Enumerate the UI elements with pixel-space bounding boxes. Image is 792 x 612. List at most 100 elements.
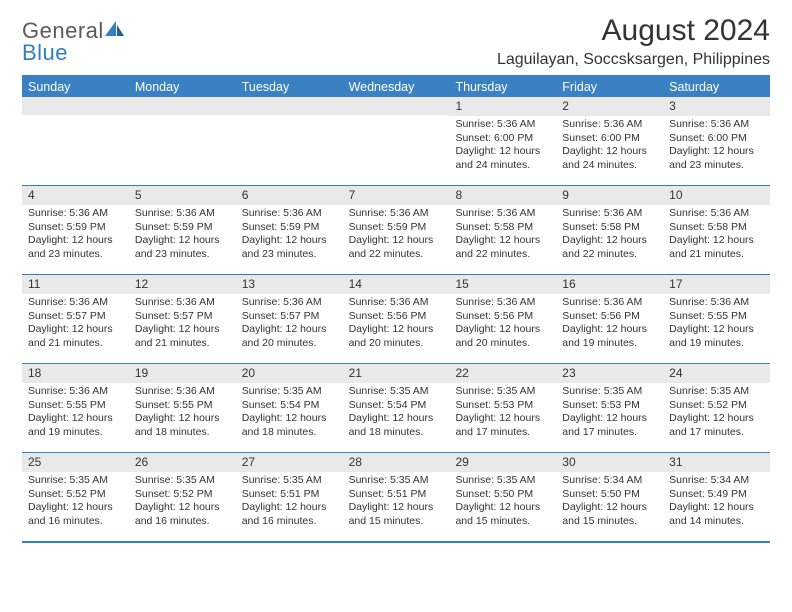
day-details: Sunrise: 5:35 AMSunset: 5:50 PMDaylight:…: [449, 472, 556, 532]
day-cell: 17Sunrise: 5:36 AMSunset: 5:55 PMDayligh…: [663, 275, 770, 363]
sunrise-text: Sunrise: 5:36 AM: [242, 296, 337, 309]
day-details: Sunrise: 5:35 AMSunset: 5:53 PMDaylight:…: [449, 383, 556, 443]
day-details: Sunrise: 5:35 AMSunset: 5:51 PMDaylight:…: [236, 472, 343, 532]
daylight-text: Daylight: 12 hours and 18 minutes.: [349, 412, 444, 439]
daylight-text: Daylight: 12 hours and 20 minutes.: [242, 323, 337, 350]
sunset-text: Sunset: 5:52 PM: [135, 488, 230, 501]
sunrise-text: Sunrise: 5:35 AM: [242, 474, 337, 487]
day-number: 28: [343, 453, 450, 472]
day-cell: 2Sunrise: 5:36 AMSunset: 6:00 PMDaylight…: [556, 97, 663, 185]
sunrise-text: Sunrise: 5:35 AM: [455, 385, 550, 398]
daylight-text: Daylight: 12 hours and 24 minutes.: [562, 145, 657, 172]
sunset-text: Sunset: 5:50 PM: [562, 488, 657, 501]
day-details: Sunrise: 5:36 AMSunset: 5:55 PMDaylight:…: [22, 383, 129, 443]
day-cell: 19Sunrise: 5:36 AMSunset: 5:55 PMDayligh…: [129, 364, 236, 452]
day-number: 17: [663, 275, 770, 294]
day-cell: 31Sunrise: 5:34 AMSunset: 5:49 PMDayligh…: [663, 453, 770, 541]
day-cell: [129, 97, 236, 185]
sunrise-text: Sunrise: 5:35 AM: [28, 474, 123, 487]
daylight-text: Daylight: 12 hours and 17 minutes.: [562, 412, 657, 439]
day-cell: 8Sunrise: 5:36 AMSunset: 5:58 PMDaylight…: [449, 186, 556, 274]
day-number: 3: [663, 97, 770, 116]
sunrise-text: Sunrise: 5:34 AM: [562, 474, 657, 487]
day-cell: 4Sunrise: 5:36 AMSunset: 5:59 PMDaylight…: [22, 186, 129, 274]
day-details: Sunrise: 5:36 AMSunset: 5:56 PMDaylight:…: [343, 294, 450, 354]
day-cell: [22, 97, 129, 185]
day-cell: [236, 97, 343, 185]
day-number: 25: [22, 453, 129, 472]
daylight-text: Daylight: 12 hours and 19 minutes.: [669, 323, 764, 350]
sunrise-text: Sunrise: 5:36 AM: [135, 385, 230, 398]
day-number: 8: [449, 186, 556, 205]
week-row: 11Sunrise: 5:36 AMSunset: 5:57 PMDayligh…: [22, 275, 770, 364]
daylight-text: Daylight: 12 hours and 20 minutes.: [349, 323, 444, 350]
day-number: 7: [343, 186, 450, 205]
day-details: Sunrise: 5:35 AMSunset: 5:54 PMDaylight:…: [236, 383, 343, 443]
weekday-header-row: Sunday Monday Tuesday Wednesday Thursday…: [22, 77, 770, 97]
day-details: Sunrise: 5:36 AMSunset: 5:57 PMDaylight:…: [22, 294, 129, 354]
sunset-text: Sunset: 6:00 PM: [455, 132, 550, 145]
week-row: 18Sunrise: 5:36 AMSunset: 5:55 PMDayligh…: [22, 364, 770, 453]
day-cell: [343, 97, 450, 185]
day-cell: 10Sunrise: 5:36 AMSunset: 5:58 PMDayligh…: [663, 186, 770, 274]
sunset-text: Sunset: 5:53 PM: [562, 399, 657, 412]
day-details: Sunrise: 5:34 AMSunset: 5:50 PMDaylight:…: [556, 472, 663, 532]
daylight-text: Daylight: 12 hours and 19 minutes.: [562, 323, 657, 350]
daylight-text: Daylight: 12 hours and 21 minutes.: [28, 323, 123, 350]
day-cell: 23Sunrise: 5:35 AMSunset: 5:53 PMDayligh…: [556, 364, 663, 452]
day-cell: 12Sunrise: 5:36 AMSunset: 5:57 PMDayligh…: [129, 275, 236, 363]
weeks-container: 1Sunrise: 5:36 AMSunset: 6:00 PMDaylight…: [22, 97, 770, 543]
day-number: 29: [449, 453, 556, 472]
logo-sail-icon: [104, 19, 126, 44]
day-details: Sunrise: 5:36 AMSunset: 5:58 PMDaylight:…: [449, 205, 556, 265]
day-cell: 5Sunrise: 5:36 AMSunset: 5:59 PMDaylight…: [129, 186, 236, 274]
day-details: Sunrise: 5:34 AMSunset: 5:49 PMDaylight:…: [663, 472, 770, 532]
location-subtitle: Laguilayan, Soccsksargen, Philippines: [497, 51, 770, 69]
sunset-text: Sunset: 5:55 PM: [135, 399, 230, 412]
day-cell: 6Sunrise: 5:36 AMSunset: 5:59 PMDaylight…: [236, 186, 343, 274]
day-number: 19: [129, 364, 236, 383]
day-number: 12: [129, 275, 236, 294]
weekday-header: Monday: [129, 77, 236, 97]
day-number: 2: [556, 97, 663, 116]
sunset-text: Sunset: 5:53 PM: [455, 399, 550, 412]
day-cell: 9Sunrise: 5:36 AMSunset: 5:58 PMDaylight…: [556, 186, 663, 274]
day-cell: 27Sunrise: 5:35 AMSunset: 5:51 PMDayligh…: [236, 453, 343, 541]
daylight-text: Daylight: 12 hours and 23 minutes.: [669, 145, 764, 172]
sunset-text: Sunset: 5:57 PM: [242, 310, 337, 323]
sunset-text: Sunset: 5:59 PM: [28, 221, 123, 234]
daylight-text: Daylight: 12 hours and 15 minutes.: [455, 501, 550, 528]
daylight-text: Daylight: 12 hours and 23 minutes.: [135, 234, 230, 261]
day-number: 10: [663, 186, 770, 205]
daylight-text: Daylight: 12 hours and 24 minutes.: [455, 145, 550, 172]
day-number: 20: [236, 364, 343, 383]
day-number: 26: [129, 453, 236, 472]
day-details: Sunrise: 5:35 AMSunset: 5:51 PMDaylight:…: [343, 472, 450, 532]
sunrise-text: Sunrise: 5:36 AM: [28, 385, 123, 398]
day-details: Sunrise: 5:35 AMSunset: 5:53 PMDaylight:…: [556, 383, 663, 443]
day-number: 14: [343, 275, 450, 294]
sunrise-text: Sunrise: 5:36 AM: [669, 207, 764, 220]
day-number: 22: [449, 364, 556, 383]
sunset-text: Sunset: 5:56 PM: [349, 310, 444, 323]
day-cell: 18Sunrise: 5:36 AMSunset: 5:55 PMDayligh…: [22, 364, 129, 452]
day-number: 13: [236, 275, 343, 294]
day-number: [343, 97, 450, 115]
day-cell: 25Sunrise: 5:35 AMSunset: 5:52 PMDayligh…: [22, 453, 129, 541]
weekday-header: Sunday: [22, 77, 129, 97]
sunrise-text: Sunrise: 5:34 AM: [669, 474, 764, 487]
sunrise-text: Sunrise: 5:36 AM: [562, 118, 657, 131]
sunset-text: Sunset: 5:55 PM: [669, 310, 764, 323]
day-details: Sunrise: 5:36 AMSunset: 5:59 PMDaylight:…: [22, 205, 129, 265]
daylight-text: Daylight: 12 hours and 15 minutes.: [562, 501, 657, 528]
day-details: Sunrise: 5:36 AMSunset: 5:57 PMDaylight:…: [129, 294, 236, 354]
day-cell: 14Sunrise: 5:36 AMSunset: 5:56 PMDayligh…: [343, 275, 450, 363]
day-details: Sunrise: 5:35 AMSunset: 5:52 PMDaylight:…: [663, 383, 770, 443]
week-row: 25Sunrise: 5:35 AMSunset: 5:52 PMDayligh…: [22, 453, 770, 543]
sunrise-text: Sunrise: 5:35 AM: [349, 474, 444, 487]
daylight-text: Daylight: 12 hours and 18 minutes.: [242, 412, 337, 439]
sunset-text: Sunset: 5:52 PM: [28, 488, 123, 501]
day-cell: 28Sunrise: 5:35 AMSunset: 5:51 PMDayligh…: [343, 453, 450, 541]
day-number: 31: [663, 453, 770, 472]
week-row: 1Sunrise: 5:36 AMSunset: 6:00 PMDaylight…: [22, 97, 770, 186]
